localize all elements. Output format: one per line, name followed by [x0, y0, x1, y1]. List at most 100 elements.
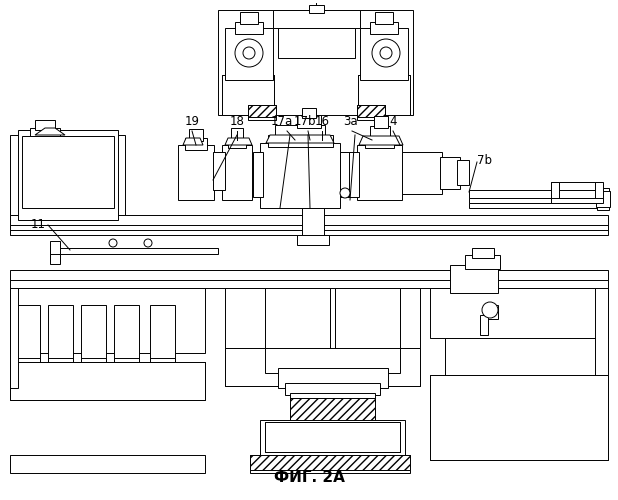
Bar: [10, 225, 608, 231]
Polygon shape: [359, 136, 403, 145]
Bar: [290, 393, 375, 401]
Bar: [297, 115, 321, 128]
Polygon shape: [266, 135, 334, 143]
Text: 18: 18: [229, 115, 245, 128]
Bar: [465, 255, 500, 269]
Bar: [18, 130, 118, 220]
Bar: [268, 135, 333, 147]
Bar: [213, 152, 225, 190]
Bar: [10, 362, 205, 400]
Bar: [375, 12, 393, 24]
Bar: [430, 375, 608, 460]
Bar: [10, 288, 18, 388]
Circle shape: [340, 188, 350, 198]
Bar: [551, 198, 603, 203]
Bar: [358, 75, 410, 115]
Bar: [349, 152, 359, 197]
Bar: [595, 288, 608, 388]
Bar: [335, 288, 400, 348]
Text: ФИГ. 2А: ФИГ. 2А: [274, 470, 344, 486]
Bar: [114, 305, 139, 363]
Circle shape: [235, 39, 263, 67]
Bar: [290, 398, 375, 423]
Bar: [225, 348, 420, 386]
Bar: [150, 305, 175, 363]
Bar: [231, 128, 243, 140]
Bar: [35, 120, 55, 130]
Bar: [290, 398, 375, 423]
Circle shape: [372, 39, 400, 67]
Circle shape: [144, 239, 152, 247]
Bar: [365, 136, 394, 148]
Polygon shape: [183, 138, 203, 145]
Text: 3a: 3a: [343, 115, 357, 128]
Bar: [358, 75, 410, 115]
Bar: [222, 75, 274, 115]
Bar: [189, 129, 203, 141]
Bar: [185, 138, 207, 150]
Bar: [265, 422, 400, 452]
Bar: [10, 288, 205, 353]
Bar: [469, 203, 607, 208]
Bar: [250, 455, 410, 470]
Bar: [357, 105, 385, 117]
Bar: [114, 358, 139, 364]
Bar: [360, 28, 408, 80]
Bar: [302, 208, 324, 240]
Bar: [275, 125, 325, 138]
Bar: [48, 358, 73, 364]
Bar: [10, 270, 608, 282]
Bar: [596, 191, 610, 207]
Bar: [248, 105, 276, 117]
Bar: [22, 136, 114, 208]
Bar: [370, 126, 390, 139]
Bar: [457, 160, 469, 185]
Bar: [285, 383, 380, 395]
Bar: [265, 348, 400, 373]
Bar: [30, 128, 60, 136]
Text: 16: 16: [315, 115, 329, 128]
Bar: [178, 145, 214, 200]
Circle shape: [482, 302, 498, 318]
Bar: [440, 157, 460, 189]
Bar: [309, 5, 324, 13]
Bar: [235, 22, 263, 34]
Bar: [430, 375, 608, 460]
Bar: [260, 420, 405, 455]
Bar: [228, 138, 246, 148]
Polygon shape: [225, 138, 252, 145]
Bar: [250, 455, 410, 473]
Bar: [240, 12, 258, 24]
Bar: [222, 75, 274, 115]
Bar: [81, 358, 106, 364]
Circle shape: [109, 239, 117, 247]
Bar: [374, 116, 388, 128]
Text: 17b: 17b: [294, 115, 316, 128]
Bar: [445, 338, 600, 376]
Bar: [10, 362, 205, 400]
Bar: [278, 28, 355, 58]
Bar: [15, 305, 40, 363]
Bar: [260, 143, 340, 208]
Bar: [81, 305, 106, 363]
Bar: [150, 358, 175, 364]
Bar: [248, 105, 276, 120]
Bar: [484, 305, 498, 319]
Bar: [597, 188, 609, 210]
Circle shape: [243, 47, 255, 59]
Bar: [450, 265, 498, 293]
Circle shape: [380, 47, 392, 59]
Bar: [370, 22, 398, 34]
Text: 17a: 17a: [271, 115, 293, 128]
Bar: [472, 248, 494, 258]
Text: 4: 4: [389, 115, 397, 128]
Bar: [297, 235, 329, 245]
Bar: [469, 190, 607, 198]
Bar: [218, 10, 413, 115]
Bar: [222, 145, 252, 200]
Bar: [10, 135, 125, 215]
Text: 7b: 7b: [477, 154, 492, 166]
Bar: [595, 182, 603, 202]
Bar: [10, 230, 608, 235]
Bar: [340, 152, 350, 197]
